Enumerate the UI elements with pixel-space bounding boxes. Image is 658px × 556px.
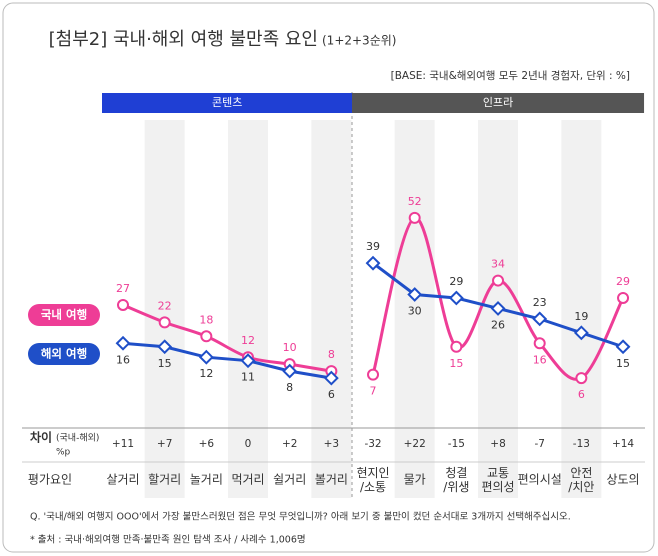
data-label: 27 <box>116 282 130 295</box>
data-label: 6 <box>328 388 335 401</box>
x-tick-label: 할거리 <box>148 473 181 487</box>
x-tick-label: 현지인/소통 <box>356 466 389 494</box>
data-label: 34 <box>491 258 505 271</box>
data-label: 39 <box>366 240 380 253</box>
diff-value: -32 <box>364 438 381 450</box>
marker <box>532 311 548 327</box>
legend-label: 국내 여행 <box>41 308 87 322</box>
data-label: 52 <box>408 195 422 208</box>
marker <box>617 291 630 304</box>
x-tick-label: 청결/위생 <box>443 466 469 494</box>
diff-value: 0 <box>245 438 252 450</box>
group-label: 콘텐츠 <box>212 96 242 109</box>
marker <box>323 370 339 386</box>
base-note: [BASE: 국내&해외여행 모두 2년내 경험자, 단위 : %] <box>391 69 630 82</box>
data-label: 29 <box>616 275 630 288</box>
marker <box>367 368 380 381</box>
data-label: 8 <box>286 381 293 394</box>
diff-value: +22 <box>404 438 426 450</box>
diff-value: -7 <box>534 438 544 450</box>
data-label: 26 <box>491 318 505 331</box>
marker <box>200 330 213 343</box>
marker <box>408 211 421 224</box>
legend-pill <box>28 343 100 365</box>
column-shade <box>561 120 602 498</box>
marker <box>490 301 506 316</box>
marker <box>240 353 256 369</box>
data-label: 8 <box>328 348 335 361</box>
diff-value: +7 <box>157 438 172 450</box>
x-tick-label: 놀거리 <box>190 473 223 487</box>
question: Q. '국내/해외 여행지 OOO'에서 가장 불만스러웠던 점은 무엇 무엇입… <box>30 511 571 523</box>
marker <box>158 316 171 329</box>
marker <box>282 363 298 379</box>
column-shade <box>228 120 269 498</box>
diff-value: +8 <box>490 438 505 450</box>
marker <box>115 335 131 351</box>
data-label: 15 <box>158 357 172 370</box>
data-label: 18 <box>199 313 213 326</box>
group-header <box>352 93 645 113</box>
column-shade <box>394 120 435 498</box>
x-tick-label: 먹거리 <box>231 473 264 487</box>
marker <box>615 339 631 355</box>
marker <box>533 337 546 350</box>
data-label: 19 <box>574 310 588 323</box>
marker <box>198 349 214 365</box>
data-label: 6 <box>578 388 585 401</box>
chart-title: [첨부2] 국내·해외 여행 불만족 요인 <box>49 29 318 50</box>
diff-value: +11 <box>112 438 134 450</box>
legend-label: 해외 여행 <box>41 347 87 361</box>
x-tick-label: 살거리 <box>106 473 139 487</box>
x-tick-label: 볼거리 <box>315 473 348 487</box>
diff-sublabel: (국내-해외) <box>56 432 99 444</box>
data-label: 11 <box>241 371 255 384</box>
group-header <box>102 93 353 113</box>
data-label: 29 <box>449 275 463 288</box>
data-label: 15 <box>616 357 630 370</box>
data-label: 12 <box>199 367 213 380</box>
diff-unit: %p <box>56 448 71 458</box>
data-label: 22 <box>158 299 172 312</box>
diff-value: -13 <box>573 438 590 450</box>
x-tick-label: 쉴거리 <box>273 473 306 487</box>
diff-value: +6 <box>199 438 215 450</box>
marker <box>575 372 588 385</box>
data-label: 15 <box>449 357 463 370</box>
data-label: 7 <box>370 385 377 398</box>
x-tick-label: 상도의 <box>606 473 639 487</box>
series-line <box>122 341 332 380</box>
marker <box>450 340 463 353</box>
marker <box>157 339 173 355</box>
column-shade <box>144 120 185 498</box>
marker <box>448 290 464 306</box>
data-label: 16 <box>116 353 130 366</box>
x-tick-label: 교통 편의성 <box>481 466 514 494</box>
group-label: 인프라 <box>483 96 513 109</box>
x-tick-label: 편의시설 <box>518 473 562 487</box>
data-label: 12 <box>241 334 255 347</box>
data-label: 10 <box>283 341 297 354</box>
source: * 출처 : 국내·해외여행 만족·불만족 원인 탐색 조사 / 사례수 1,0… <box>30 534 306 546</box>
column-shade <box>311 120 352 498</box>
marker <box>365 255 381 271</box>
data-label: 16 <box>533 353 547 366</box>
diff-value: +3 <box>324 438 339 450</box>
diff-value: +14 <box>612 438 634 450</box>
data-label: 30 <box>408 305 422 318</box>
diff-value: +2 <box>282 438 297 450</box>
marker <box>407 287 423 302</box>
diff-label: 차이 <box>30 430 52 445</box>
diff-value: -15 <box>448 438 465 450</box>
legend-pill <box>28 304 100 326</box>
marker <box>492 274 505 287</box>
row-label: 평가요인 <box>28 473 72 487</box>
marker <box>117 298 129 311</box>
chart-title-suffix: (1+2+3순위) <box>322 34 396 48</box>
data-label: 23 <box>533 296 547 309</box>
marker <box>573 325 589 341</box>
x-tick-label: 물가 <box>404 473 426 487</box>
x-tick-label: 안전/치안 <box>568 466 594 494</box>
